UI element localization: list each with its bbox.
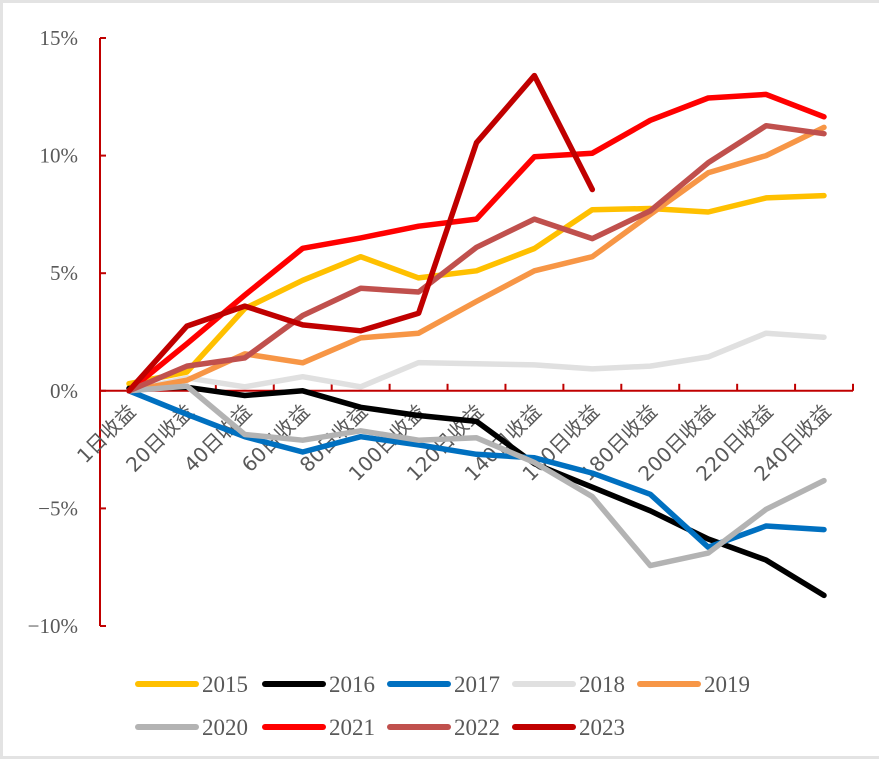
y-tick-label: 15% [40,26,79,50]
legend-item-2019: 2019 [637,672,750,697]
legend-item-2021: 2021 [262,715,375,740]
legend-label: 2016 [329,672,375,697]
y-tick-label: 10% [40,144,79,168]
legend-label: 2018 [579,672,625,697]
legend-label: 2019 [704,672,750,697]
legend-item-2023: 2023 [512,715,625,740]
legend-item-2016: 2016 [262,672,375,697]
legend-label: 2021 [329,715,375,740]
legend-item-2017: 2017 [387,672,500,697]
legend: 2015 2016 2017 2018 2019 2020 2021 2022 2023 [135,672,750,740]
legend-item-2020: 2020 [135,715,248,740]
legend-label: 2022 [454,715,500,740]
series-line-2016 [126,384,827,599]
legend-label: 2015 [202,672,248,697]
series-line-2018 [126,330,827,394]
legend-item-2015: 2015 [135,672,248,697]
y-tick-label: −10% [28,614,78,638]
series-line-2020 [126,383,827,569]
legend-item-2022: 2022 [387,715,500,740]
series-line-2023 [126,72,596,394]
y-tick-label: 0% [50,379,78,403]
series-lines [126,72,827,599]
legend-label: 2020 [202,715,248,740]
legend-label: 2017 [454,672,500,697]
series-line-2021 [126,91,827,394]
line-chart: 15%10%5%0%−5%−10%1日收益20日收益40日收益60日收益80日收… [28,26,854,740]
legend-label: 2023 [579,715,625,740]
series-line-2019 [126,124,827,394]
y-tick-label: −5% [38,496,78,520]
y-tick-label: 5% [50,261,78,285]
series-line-2022 [126,122,827,394]
legend-item-2018: 2018 [512,672,625,697]
series-line-2015 [126,192,827,387]
